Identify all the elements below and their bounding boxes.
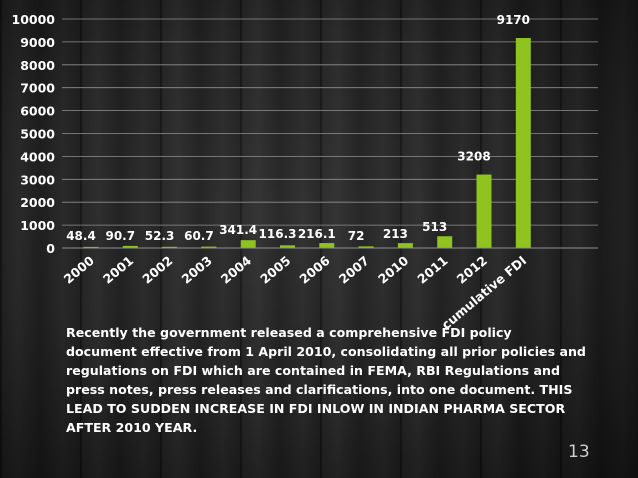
fdi-bar-chart: 0 1000 2000 3000 4000 5000 6000 7000 8000 9000 100… <box>12 12 598 330</box>
bar <box>280 245 295 248</box>
y-tick-label: 8000 <box>20 58 55 73</box>
data-label: 60.7 <box>184 229 214 243</box>
bar <box>122 245 138 248</box>
y-tick-label: 0 <box>46 241 55 256</box>
bar <box>201 246 217 248</box>
data-label: 216.1 <box>298 227 336 241</box>
data-label: 48.4 <box>66 229 96 243</box>
y-tick-label: 4000 <box>20 149 55 164</box>
data-label: 72 <box>348 229 365 243</box>
data-label: 513 <box>422 220 447 234</box>
y-tick-label: 10000 <box>12 12 56 27</box>
data-label: 90.7 <box>105 229 135 243</box>
slide-caption: Recently the government released a compr… <box>66 325 586 435</box>
x-category-label: 2005 <box>257 253 293 287</box>
data-label: 213 <box>383 227 408 241</box>
y-tick-label: 1000 <box>20 218 55 233</box>
bar <box>83 246 99 248</box>
x-category-label: 2006 <box>296 253 333 287</box>
data-label: 9170 <box>497 13 530 27</box>
x-category-label: 2001 <box>100 253 136 287</box>
x-category-label: 2002 <box>139 253 175 287</box>
y-tick-label: 7000 <box>20 81 55 96</box>
bar <box>515 38 531 248</box>
bar <box>319 243 335 248</box>
y-tick-label: 9000 <box>20 35 55 50</box>
x-category-label: 2011 <box>414 253 450 287</box>
y-tick-label: 3000 <box>20 172 55 187</box>
bar <box>162 246 178 248</box>
data-label: 52.3 <box>145 229 175 243</box>
y-tick-label: 6000 <box>20 104 55 119</box>
x-category-label: 2007 <box>336 253 372 287</box>
x-category-label: 2004 <box>218 253 255 287</box>
bar <box>476 174 492 248</box>
x-category-label: 2010 <box>375 253 412 287</box>
bar <box>437 236 453 248</box>
page-number: 13 <box>568 442 590 462</box>
data-label: 341.4 <box>219 223 257 237</box>
x-category-label: 2000 <box>61 253 98 287</box>
bar <box>358 246 374 248</box>
data-label: 3208 <box>457 150 490 164</box>
y-tick-label: 2000 <box>20 195 55 210</box>
bar <box>240 240 256 248</box>
y-tick-label: 5000 <box>20 127 55 142</box>
bar <box>397 243 413 248</box>
x-category-label: 2003 <box>179 253 215 287</box>
data-label: 116.3 <box>259 227 297 241</box>
